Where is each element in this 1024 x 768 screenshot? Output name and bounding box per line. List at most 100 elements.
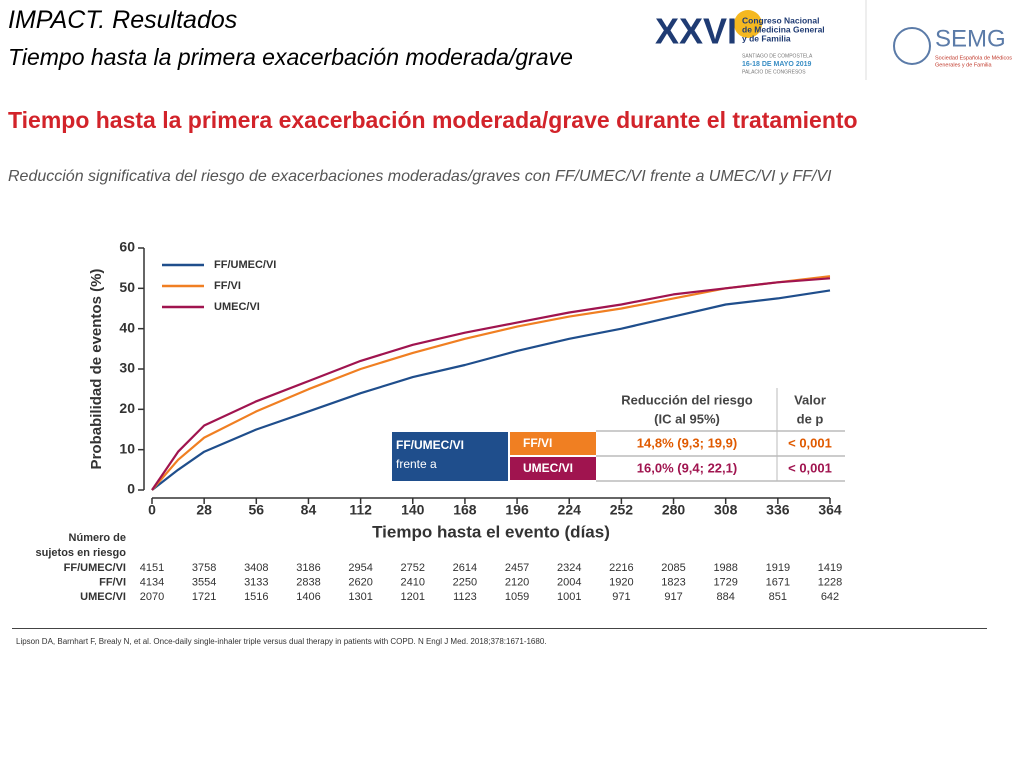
at-risk-value: 2614: [453, 562, 477, 574]
logo-text: PALACIO DE CONGRESOS: [742, 69, 806, 75]
at-risk-value: 1920: [609, 576, 633, 588]
at-risk-value: 2752: [401, 562, 425, 574]
at-risk-name: UMEC/VI: [80, 591, 126, 603]
at-risk-value: 1671: [766, 576, 790, 588]
at-risk-value: 2216: [609, 562, 633, 574]
y-tick-label: 20: [119, 400, 135, 416]
at-risk-header: sujetos en riesgo: [36, 547, 127, 559]
row-cell: [510, 432, 596, 455]
x-tick-label: 196: [505, 502, 529, 518]
logo-text: Sociedad Española de Médicos: [935, 55, 1012, 61]
y-tick-label: 60: [119, 239, 135, 255]
series-line: [151, 289, 831, 491]
at-risk-value: 917: [664, 591, 682, 603]
x-tick-label: 112: [349, 502, 372, 518]
logo-icon: [893, 27, 931, 65]
at-risk-value: 1001: [557, 591, 581, 603]
at-risk-value: 3758: [192, 562, 216, 574]
at-risk-value: 2620: [348, 576, 372, 588]
at-risk-value: 1823: [661, 576, 685, 588]
at-risk-value: 884: [717, 591, 735, 603]
logo-text: Congreso Nacional: [742, 15, 819, 25]
x-tick-label: 56: [249, 502, 265, 518]
at-risk-value: 1988: [713, 562, 737, 574]
at-risk-value: 3133: [244, 576, 268, 588]
x-tick-label: 168: [453, 502, 477, 518]
x-tick-label: 84: [301, 502, 317, 518]
at-risk-value: 1059: [505, 591, 529, 603]
x-tick-label: 280: [662, 502, 686, 518]
at-risk-value: 2004: [557, 576, 581, 588]
logo-text: SEMG: [935, 25, 1006, 52]
row-reduction: 14,8% (9,3; 19,9): [637, 435, 737, 450]
series-line: [151, 275, 831, 491]
slide-subtitle: Tiempo hasta la primera exacerbación mod…: [8, 44, 573, 70]
at-risk-value: 3408: [244, 562, 268, 574]
at-risk-value: 642: [821, 591, 839, 603]
x-tick-label: 140: [401, 502, 425, 518]
y-tick-label: 30: [119, 360, 135, 376]
at-risk-value: 1406: [296, 591, 320, 603]
legend-label: FF/UMEC/VI: [214, 259, 276, 271]
logo-sun: [734, 10, 762, 38]
row-label: FF/VI: [523, 436, 552, 450]
y-axis-label: Probabilidad de eventos (%): [88, 269, 105, 470]
at-risk-value: 1516: [244, 591, 268, 603]
table-header: (IC al 95%): [654, 411, 720, 426]
table-header: Reducción del riesgo: [621, 392, 753, 407]
reference-label: frente a: [396, 457, 437, 471]
x-tick-label: 252: [610, 502, 634, 518]
at-risk-name: FF/UMEC/VI: [64, 562, 126, 574]
at-risk-value: 1419: [818, 562, 842, 574]
x-axis-label: Tiempo hasta el evento (días): [372, 522, 610, 541]
series-line: [151, 277, 831, 491]
at-risk-header: Número de: [69, 532, 126, 544]
at-risk-value: 1919: [766, 562, 790, 574]
logo-number: XXVI: [655, 11, 737, 52]
logo-text: 16-18 DE MAYO 2019: [742, 61, 811, 68]
slide-title: IMPACT. Resultados: [8, 6, 238, 34]
row-cell: [510, 457, 596, 480]
at-risk-value: 2954: [348, 562, 372, 574]
y-tick-label: 50: [119, 279, 135, 295]
legend-label: UMEC/VI: [214, 301, 260, 313]
at-risk-value: 971: [612, 591, 630, 603]
at-risk-value: 2838: [296, 576, 320, 588]
x-tick-label: 0: [148, 502, 156, 518]
reference-cell: [392, 432, 508, 481]
y-tick-label: 10: [119, 440, 135, 456]
at-risk-value: 2085: [661, 562, 685, 574]
at-risk-value: 1123: [453, 591, 477, 603]
at-risk-value: 2410: [401, 576, 425, 588]
at-risk-value: 2457: [505, 562, 529, 574]
at-risk-value: 1228: [818, 576, 842, 588]
chart-subtitle: Reducción significativa del riesgo de ex…: [8, 168, 832, 185]
at-risk-value: 2324: [557, 562, 581, 574]
table-header: de p: [797, 411, 824, 426]
logo-text: SANTIAGO DE COMPOSTELA: [742, 53, 813, 59]
x-tick-label: 224: [558, 502, 582, 518]
at-risk-value: 3186: [296, 562, 320, 574]
reference-label: FF/UMEC/VI: [396, 438, 464, 452]
at-risk-value: 1729: [713, 576, 737, 588]
row-label: UMEC/VI: [523, 461, 573, 475]
at-risk-value: 4134: [140, 576, 164, 588]
x-tick-label: 308: [714, 502, 738, 518]
reference: Lipson DA, Barnhart F, Brealy N, et al. …: [16, 637, 547, 646]
legend-label: FF/VI: [214, 280, 241, 292]
x-tick-label: 336: [766, 502, 790, 518]
table-header: Valor: [794, 392, 826, 407]
at-risk-value: 1201: [401, 591, 425, 603]
at-risk-value: 851: [769, 591, 787, 603]
row-reduction: 16,0% (9,4; 22,1): [637, 460, 737, 475]
row-p: < 0,001: [788, 435, 832, 450]
logo-text: de Medicina General: [742, 24, 825, 34]
logo-text: Generales y de Familia: [935, 62, 992, 68]
at-risk-value: 2250: [453, 576, 477, 588]
chart-title: Tiempo hasta la primera exacerbación mod…: [8, 107, 858, 133]
x-tick-label: 28: [196, 502, 212, 518]
at-risk-value: 2120: [505, 576, 529, 588]
at-risk-value: 2070: [140, 591, 164, 603]
at-risk-value: 4151: [140, 562, 164, 574]
